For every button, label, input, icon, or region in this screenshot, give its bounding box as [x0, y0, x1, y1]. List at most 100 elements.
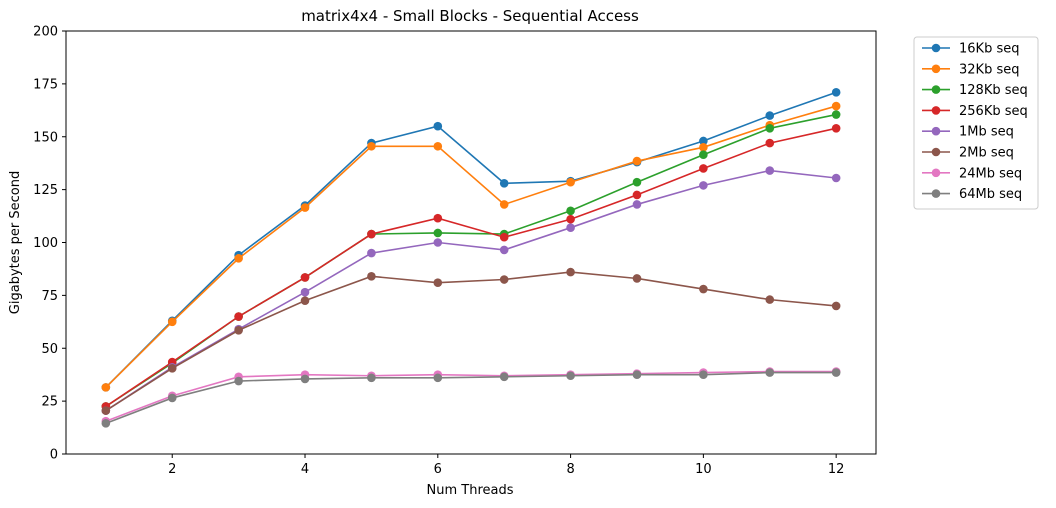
data-point-64mb-seq — [234, 376, 243, 386]
data-point-128kb-seq — [699, 150, 708, 160]
data-point-2mb-seq — [765, 295, 775, 304]
legend-item-24mb-seq: 24Mb seq — [922, 166, 1022, 181]
legend-label: 64Mb seq — [959, 187, 1022, 202]
data-point-1mb-seq — [499, 245, 509, 255]
x-axis: 2 4 6 8 10 12 — [168, 454, 844, 477]
data-point-128kb-seq — [765, 123, 775, 133]
legend: 16Kb seq 32Kb seq 128Kb seq 256Kb seq 1Mb se… — [913, 36, 1039, 210]
data-point-64mb-seq — [566, 371, 575, 381]
series-24mb-seq — [101, 367, 841, 426]
data-point-16kb-seq — [699, 136, 708, 146]
data-point-2mb-seq — [433, 278, 443, 287]
data-point-1mb-seq — [566, 223, 575, 232]
data-point-1mb-seq — [699, 181, 708, 190]
data-point-32kb-seq — [632, 156, 642, 166]
data-point-64mb-seq — [433, 373, 443, 383]
y-tick-label: 0 — [50, 448, 58, 463]
series-line-1mb-seq — [105, 169, 837, 412]
legend-item-32kb-seq: 32Kb seq — [922, 62, 1019, 77]
data-point-2mb-seq — [300, 296, 310, 305]
legend-item-256kb-seq: 256Kb seq — [922, 104, 1028, 119]
series-line-16kb-seq — [105, 91, 837, 388]
x-tick-label: 2 — [168, 462, 176, 477]
data-point-16kb-seq — [831, 88, 841, 97]
data-point-16kb-seq — [765, 111, 775, 120]
data-point-32kb-seq — [566, 177, 575, 187]
data-point-64mb-seq — [699, 370, 708, 379]
data-point-32kb-seq — [101, 383, 111, 392]
data-point-16kb-seq — [433, 121, 443, 131]
legend-swatch-marker — [931, 106, 941, 115]
y-tick-label: 175 — [33, 77, 58, 92]
legend-swatch-marker — [931, 64, 941, 74]
series-line-64mb-seq — [105, 371, 837, 425]
y-tick-label: 50 — [41, 342, 58, 357]
data-point-2mb-seq — [499, 275, 509, 284]
data-point-64mb-seq — [499, 372, 509, 382]
data-point-32kb-seq — [234, 254, 243, 263]
x-axis-label: Num Threads — [427, 483, 514, 498]
data-point-64mb-seq — [101, 419, 111, 428]
data-point-32kb-seq — [367, 141, 376, 151]
data-point-256kb-seq — [765, 138, 775, 148]
data-point-1mb-seq — [831, 173, 841, 183]
series-line-128kb-seq — [105, 113, 837, 408]
data-point-64mb-seq — [300, 374, 310, 384]
y-axis-label: Gigabytes per Second — [8, 171, 23, 314]
legend-label: 16Kb seq — [959, 42, 1019, 57]
data-point-64mb-seq — [765, 368, 775, 377]
series-line-256kb-seq — [105, 127, 837, 408]
series-line-2mb-seq — [105, 271, 837, 412]
legend-label: 24Mb seq — [959, 166, 1022, 181]
data-point-64mb-seq — [632, 370, 642, 379]
x-tick-label: 6 — [434, 462, 442, 477]
data-point-256kb-seq — [632, 190, 642, 200]
y-tick-label: 150 — [33, 130, 58, 145]
data-point-2mb-seq — [234, 325, 243, 335]
legend-item-16kb-seq: 16Kb seq — [922, 42, 1019, 57]
data-point-128kb-seq — [831, 110, 841, 119]
series-line-24mb-seq — [105, 370, 837, 422]
data-point-256kb-seq — [831, 123, 841, 133]
data-point-256kb-seq — [566, 214, 575, 224]
x-tick-label: 12 — [828, 462, 845, 477]
data-point-32kb-seq — [433, 141, 443, 151]
data-point-128kb-seq — [566, 206, 575, 216]
legend-frame — [913, 36, 1039, 210]
legend-label: 256Kb seq — [959, 104, 1028, 119]
data-point-1mb-seq — [433, 238, 443, 247]
data-point-256kb-seq — [499, 232, 509, 242]
y-axis: 0 25 50 75 100 125 150 175 200 — [33, 25, 66, 463]
data-point-1mb-seq — [367, 248, 376, 258]
series-64mb-seq — [101, 368, 841, 428]
data-point-16kb-seq — [499, 178, 509, 188]
legend-swatch-marker — [931, 126, 941, 136]
y-tick-label: 25 — [41, 395, 58, 410]
y-tick-label: 125 — [33, 183, 58, 198]
y-tick-label: 200 — [33, 25, 58, 40]
data-point-1mb-seq — [300, 287, 310, 297]
data-point-64mb-seq — [367, 373, 376, 383]
x-tick-label: 8 — [566, 462, 574, 477]
x-tick-label: 10 — [695, 462, 712, 477]
legend-label: 1Mb seq — [959, 125, 1014, 140]
plot-area-frame — [65, 30, 877, 455]
data-point-32kb-seq — [167, 317, 177, 327]
data-point-2mb-seq — [699, 284, 708, 294]
legend-swatch-marker — [931, 43, 941, 53]
data-point-32kb-seq — [831, 101, 841, 111]
x-tick-label: 4 — [301, 462, 309, 477]
data-point-1mb-seq — [765, 166, 775, 175]
data-point-256kb-seq — [433, 213, 443, 223]
data-point-32kb-seq — [300, 203, 310, 212]
data-point-64mb-seq — [167, 393, 177, 403]
chart-title: matrix4x4 - Small Blocks - Sequential Ac… — [301, 7, 639, 25]
legend-swatch-marker — [931, 147, 941, 157]
legend-item-2mb-seq: 2Mb seq — [922, 146, 1014, 161]
series-256kb-seq — [101, 123, 841, 411]
data-point-2mb-seq — [632, 274, 642, 283]
data-point-256kb-seq — [300, 273, 310, 282]
legend-swatch-marker — [931, 168, 941, 178]
data-point-256kb-seq — [699, 164, 708, 173]
